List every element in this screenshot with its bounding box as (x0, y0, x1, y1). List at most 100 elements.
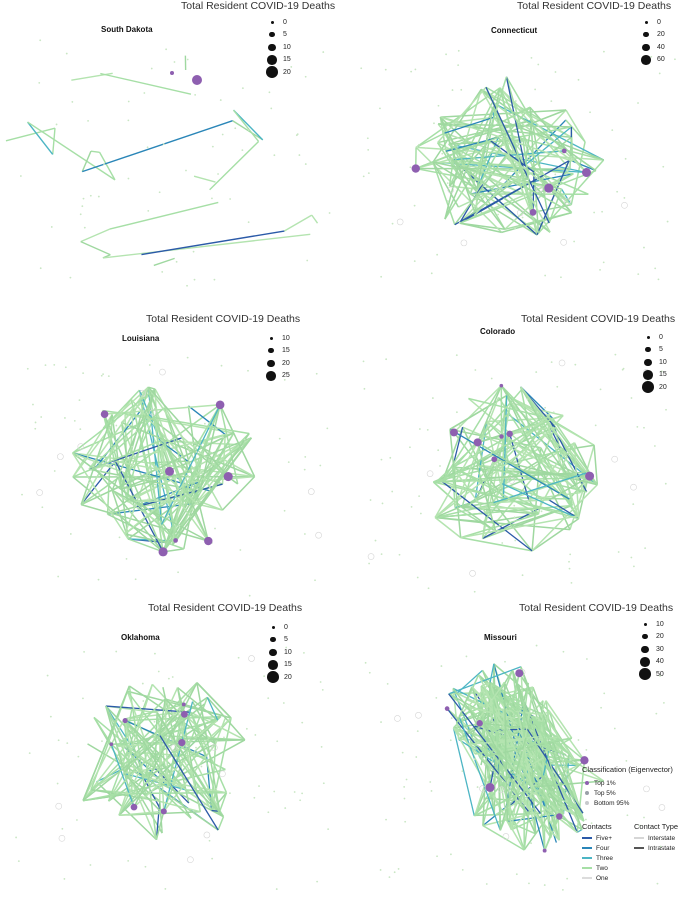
network-node (547, 757, 550, 760)
network-edge (492, 704, 499, 749)
network-node (391, 490, 394, 493)
network-node (614, 353, 617, 356)
network-edge (460, 513, 539, 539)
network-node (161, 271, 164, 273)
network-node (504, 660, 506, 663)
network-node (435, 696, 438, 699)
network-node (15, 836, 18, 839)
network-node (180, 710, 188, 718)
class-swatch (585, 801, 589, 805)
size-legend-dot (643, 369, 653, 380)
network-node (203, 831, 211, 839)
network-node (537, 63, 540, 66)
network-node (385, 358, 388, 361)
network-node (367, 172, 370, 174)
network-edge (480, 685, 570, 755)
network-node (403, 797, 406, 800)
network-node (154, 399, 156, 402)
network-edge (118, 810, 164, 817)
network-edge (468, 397, 549, 419)
network-edge (111, 489, 162, 526)
network-node (589, 111, 591, 114)
size-legend-item: 20 (641, 381, 667, 394)
network-edge (80, 414, 113, 505)
size-legend-dot (644, 20, 648, 24)
network-edge (132, 791, 227, 795)
network-node (521, 216, 524, 219)
network-node (192, 485, 194, 488)
network-edge (442, 480, 579, 520)
network-edge (525, 756, 544, 770)
size-legend-label: 10 (284, 648, 292, 656)
classification-item: Top 5% (582, 788, 690, 798)
network-edge (206, 697, 219, 721)
network-node (71, 101, 74, 103)
network-edge (218, 792, 228, 812)
network-node (405, 778, 408, 781)
network-edge (81, 150, 92, 172)
network-node (655, 712, 658, 715)
network-panel-louisiana: Total Resident COVID-19 Deaths Louisiana… (0, 308, 345, 608)
panel-title: Total Resident COVID-19 Deaths (181, 0, 336, 12)
size-legend-item: 10 (265, 41, 291, 54)
network-edge (486, 420, 581, 494)
network-node (322, 51, 325, 53)
network-edge (153, 417, 185, 507)
network-node (200, 765, 203, 768)
network-node (127, 717, 130, 720)
network-edge (72, 476, 164, 553)
network-edge (449, 428, 570, 500)
network-node (245, 727, 248, 730)
network-node (568, 567, 571, 570)
network-edge (480, 685, 495, 745)
network-node (117, 475, 119, 478)
network-graph-colorado (362, 353, 667, 593)
network-node (284, 807, 287, 809)
network-edge (217, 816, 225, 831)
network-node (657, 278, 660, 281)
size-legend-dot (643, 622, 647, 626)
network-panel-missouri: Total Resident COVID-19 Deaths Missouri … (345, 600, 690, 900)
network-node (380, 553, 383, 556)
network-node (446, 182, 449, 185)
network-edge (558, 815, 583, 831)
network-node (513, 504, 516, 507)
network-panel-colorado: Total Resident COVID-19 Deaths Colorado … (345, 308, 690, 608)
size-legend-dot (646, 335, 650, 339)
network-edge (130, 398, 205, 481)
network-node (237, 656, 240, 659)
network-node (273, 154, 276, 157)
network-node (515, 873, 518, 876)
network-node (426, 470, 434, 477)
network-edge (473, 180, 509, 216)
network-node (217, 173, 219, 175)
network-node (497, 786, 505, 793)
network-edge (196, 682, 221, 812)
network-node (160, 808, 167, 815)
network-node (127, 119, 130, 122)
network-graph-louisiana (21, 356, 329, 597)
network-node (303, 533, 306, 535)
network-panel-oklahoma: Total Resident COVID-19 Deaths Oklahoma … (0, 600, 345, 900)
network-node (513, 516, 516, 519)
network-node (430, 790, 433, 792)
network-edge (93, 716, 137, 754)
size-legend-label: 5 (659, 346, 663, 354)
network-edge (82, 120, 233, 173)
network-node (573, 240, 576, 243)
network-node (167, 677, 170, 680)
network-edge (82, 746, 125, 802)
network-node (490, 377, 493, 380)
class-label: Top 5% (594, 789, 616, 797)
network-node (184, 493, 187, 495)
network-node (39, 39, 42, 42)
network-edge (548, 173, 574, 189)
network-edge (473, 681, 505, 727)
network-node (493, 529, 495, 532)
network-node (446, 200, 449, 202)
network-edge (461, 506, 539, 515)
network-node (100, 374, 103, 377)
network-node (611, 455, 618, 463)
network-node (283, 378, 286, 381)
network-node (165, 48, 168, 51)
